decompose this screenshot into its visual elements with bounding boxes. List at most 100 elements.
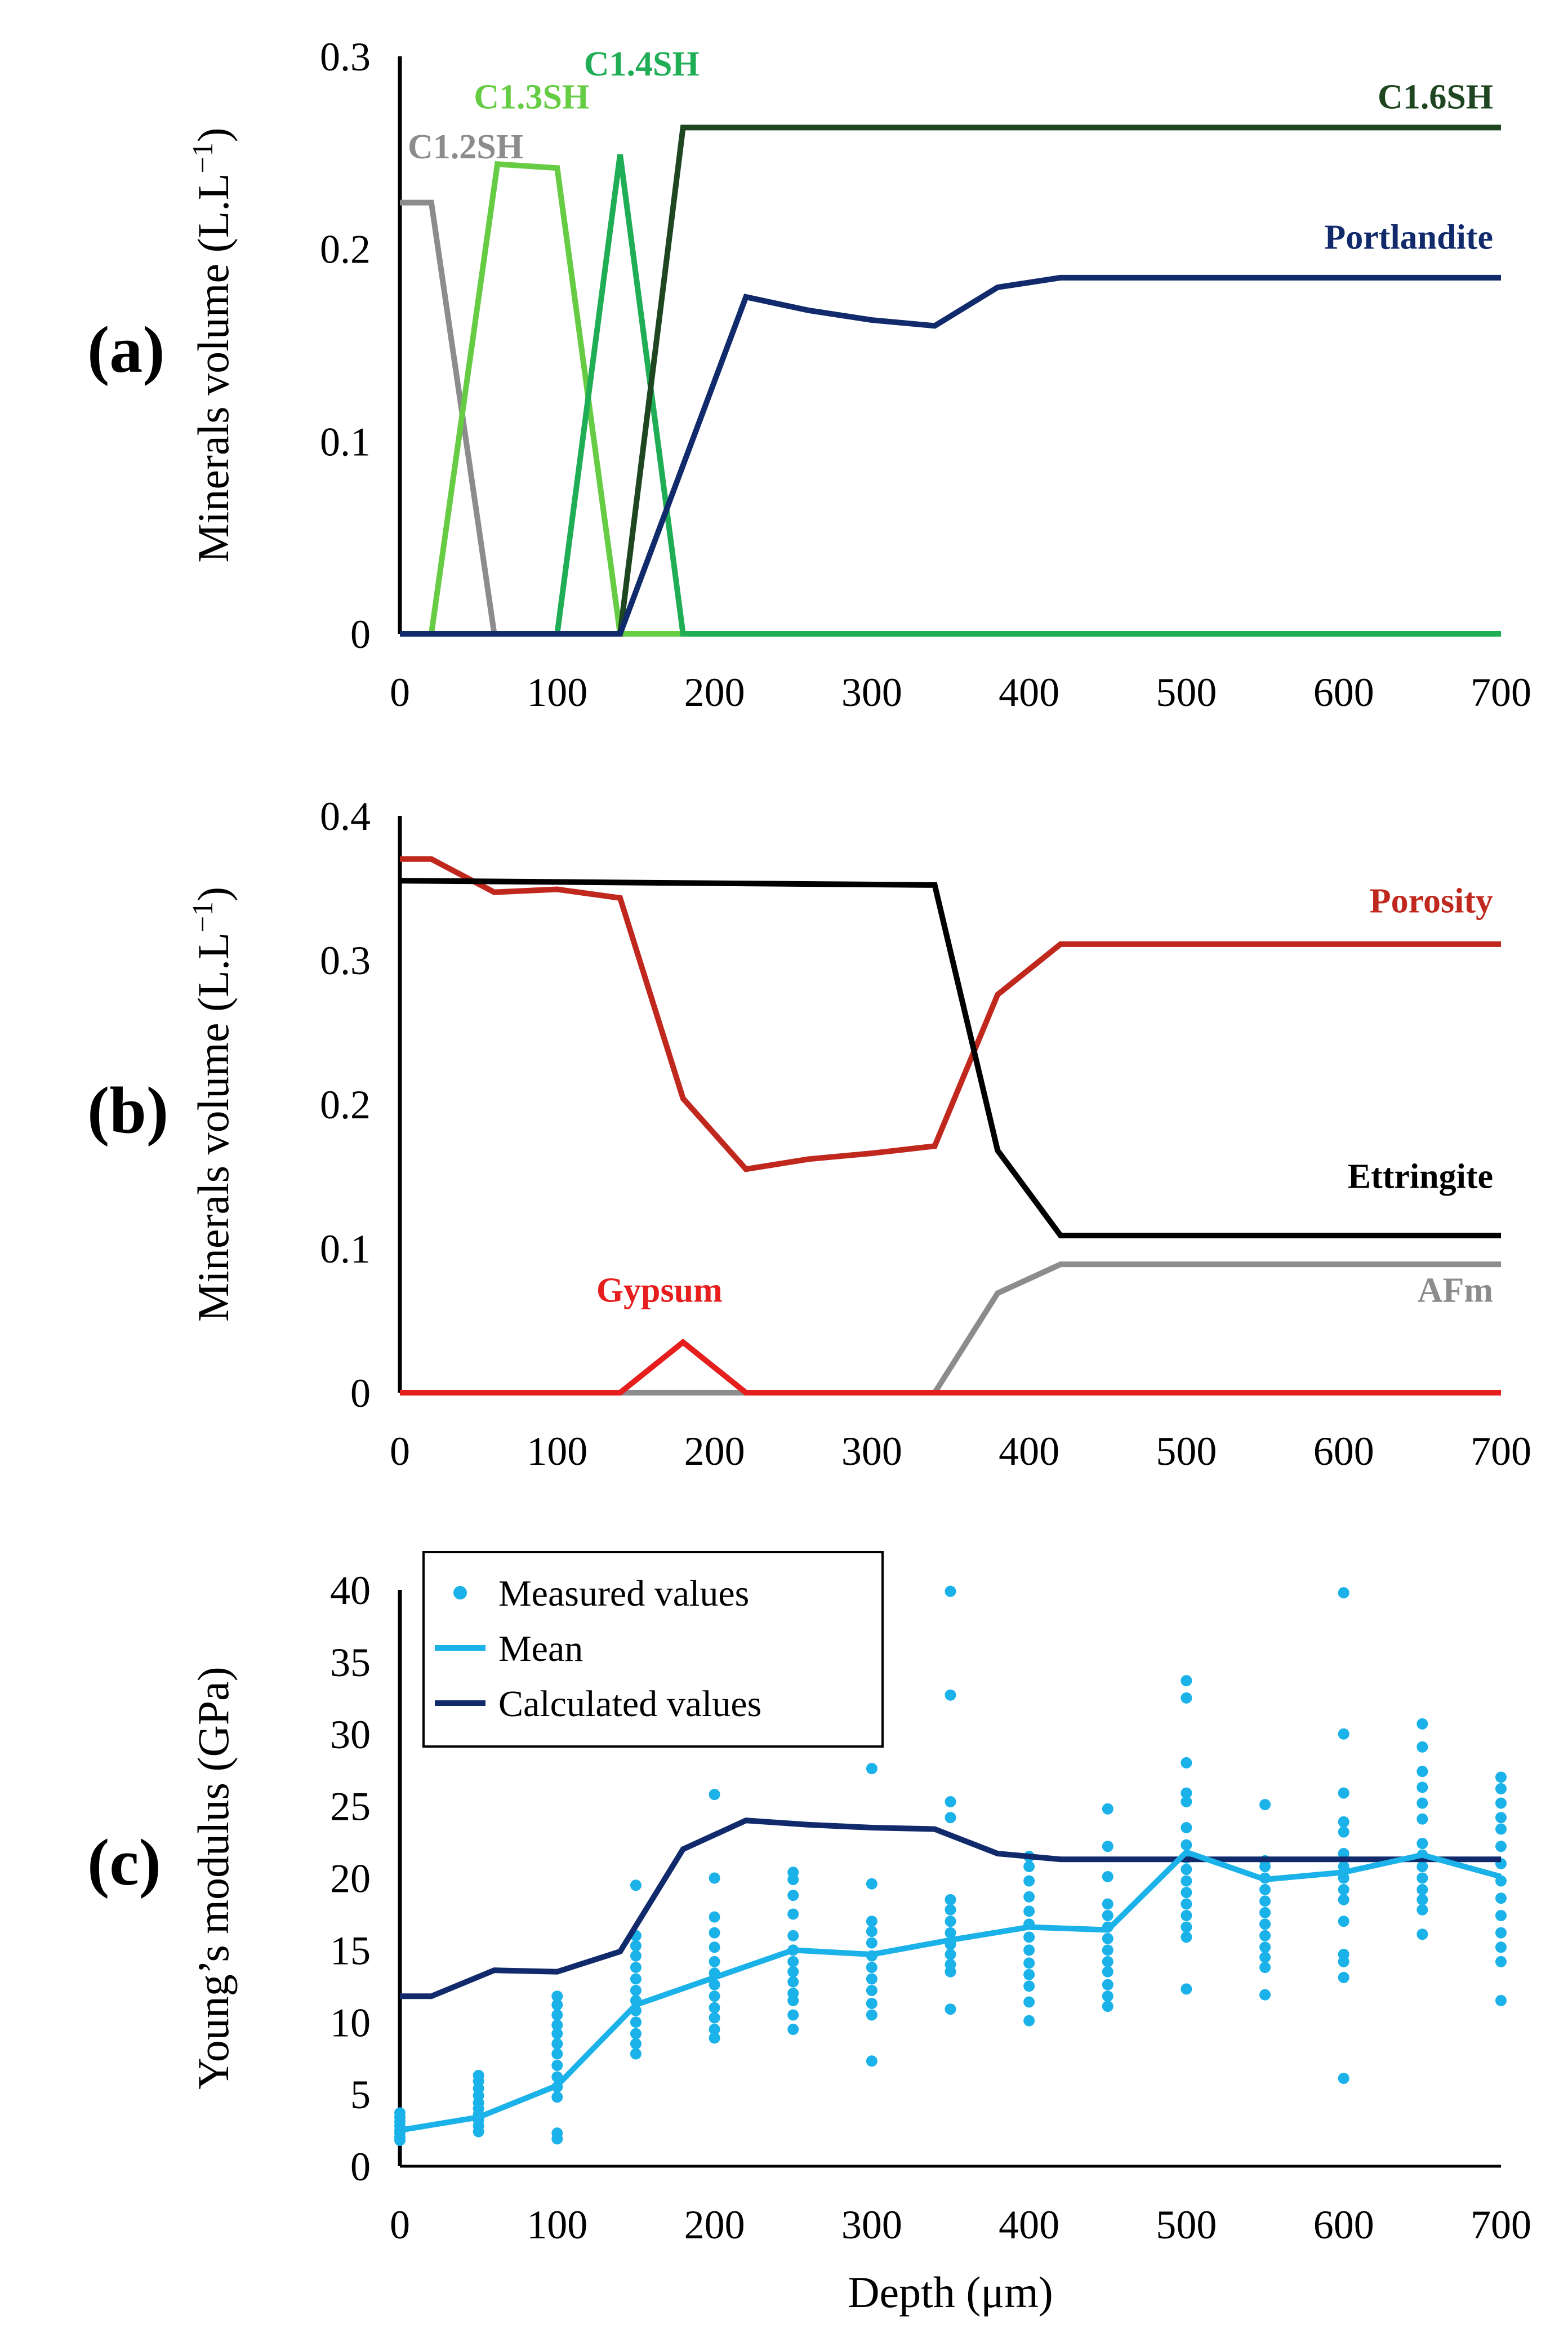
chart2-xtick-label: 400 [999, 2202, 1059, 2247]
chart1-series-label-porosity: Porosity [1370, 882, 1493, 921]
chart2-measured-point [1181, 1898, 1192, 1910]
chart2-measured-point [1416, 1883, 1428, 1895]
chart2-measured-point [945, 1894, 956, 1905]
chart2-measured-point [709, 2002, 720, 2014]
chart2-measured-point [1259, 1883, 1271, 1895]
chart2-measured-point [709, 1990, 720, 2002]
chart1-ytick-label: 0.3 [320, 938, 371, 983]
chart2-measured-point [1338, 1587, 1349, 1599]
chart2-ytick-label: 35 [330, 1640, 371, 1685]
chart2-measured-point [1023, 2015, 1035, 2027]
chart0-series-label-portlandite: Portlandite [1324, 219, 1493, 257]
chart2-measured-point [787, 1956, 799, 1967]
chart2-measured-point [1023, 1980, 1035, 1992]
chart2-measured-point [630, 2048, 642, 2060]
chart2-measured-point [1259, 1930, 1271, 1941]
chart2-measured-point [1338, 1848, 1349, 1860]
chart1-series-line-porosity [400, 856, 1501, 1172]
chart2-measured-point [1181, 1821, 1192, 1833]
chart2-measured-point [1181, 1796, 1192, 1807]
chart2-measured-point [866, 2055, 877, 2067]
chart1-xtick-label: 200 [684, 1429, 745, 1474]
chart1-y-axis-label: Minerals volume (L.L−1) [187, 887, 238, 1322]
chart2-measured-point [630, 1984, 642, 1996]
chart2-measured-point [1338, 1949, 1349, 1961]
chart2-measured-point [787, 2009, 799, 2021]
chart2-measured-point [945, 1949, 956, 1961]
chart0-series-label-c1-6sh: C1.6SH [1378, 78, 1493, 116]
chart1-ytick-label: 0 [350, 1371, 371, 1416]
chart2-measured-point [1416, 1781, 1428, 1793]
chart2-measured-point [1259, 1918, 1271, 1930]
panel-a: 0 0.1 0.2 0.3 0 100 200 300 400 500 600 700 Minerals… [87, 34, 1531, 715]
chart0-xtick-label: 300 [841, 670, 902, 715]
chart2-ytick-label: 15 [330, 1928, 371, 1973]
chart2-measured-point [1416, 1872, 1428, 1884]
chart2-measured-point [1023, 1996, 1035, 2008]
chart0-xtick-label: 0 [390, 670, 410, 715]
chart1-y-axis-label-close: ) [189, 887, 238, 901]
chart2-measured-point [1495, 1927, 1507, 1939]
chart2-measured-point [1102, 1944, 1113, 1956]
chart2-measured-point [1416, 1813, 1428, 1825]
chart2-measured-point [1259, 1952, 1271, 1963]
chart1-y-axis-label-sup: −1 [187, 901, 219, 932]
chart2-measured-point [1023, 1875, 1035, 1887]
chart2-measured-point [1102, 2001, 1113, 2012]
chart2-measured-point [945, 1585, 956, 1597]
chart2-measured-point [1338, 1728, 1349, 1740]
chart2-measured-point [1338, 1883, 1349, 1895]
chart2-measured-point [709, 2024, 720, 2036]
chart2-measured-point [866, 1984, 877, 1996]
chart0-series-line-portlandite [400, 274, 1501, 637]
chart2-measured-point [630, 1973, 642, 1985]
chart2-measured-point [709, 1911, 720, 1923]
chart2-measured-point [866, 1878, 877, 1890]
chart2-xtick-label: 600 [1313, 2202, 1374, 2247]
chart2-measured-point [1181, 1909, 1192, 1921]
chart2-measured-point [787, 1976, 799, 1988]
chart2-measured-point [1102, 1932, 1113, 1944]
chart2-measured-point [945, 1916, 956, 1927]
chart2-measured-point [1338, 1826, 1349, 1838]
chart2-measured-point [1259, 1941, 1271, 1953]
chart2-ytick-label: 10 [330, 2000, 371, 2045]
chart2-measured-point [945, 1904, 956, 1916]
chart2-measured-point [1023, 1968, 1035, 1980]
chart2-measured-point [1416, 1928, 1428, 1940]
chart2-xtick-label: 0 [390, 2202, 410, 2247]
chart1-xtick-label: 0 [390, 1429, 410, 1474]
chart2-measured-point [1495, 1797, 1507, 1809]
chart2-measured-point [1102, 1841, 1113, 1852]
chart2-measured-point [787, 1966, 799, 1978]
chart2-measured-point [1102, 1870, 1113, 1882]
chart2-measured-point [1338, 1787, 1349, 1799]
chart2-xtick-label: 500 [1156, 2202, 1217, 2247]
chart2-measured-point [1495, 1823, 1507, 1835]
chart1-xtick-label: 300 [841, 1429, 902, 1474]
chart2-measured-point [630, 1950, 642, 1962]
chart1-xtick-label: 400 [999, 1429, 1059, 1474]
chart2-measured-point [1259, 1989, 1271, 2001]
chart2-measured-point [1416, 1838, 1428, 1850]
chart2-measured-point [1416, 1861, 1428, 1873]
chart2-measured-point [945, 1796, 956, 1807]
chart1-series-line-afm [400, 1261, 1501, 1396]
chart2-measured-point [630, 1962, 642, 1974]
chart2-measured-point [1023, 1957, 1035, 1969]
chart2-measured-point [1181, 1875, 1192, 1887]
chart2-measured-point [630, 2016, 642, 2028]
chart0-ytick-label: 0.1 [320, 419, 371, 464]
chart2-measured-point [787, 2024, 799, 2036]
chart2-measured-point [473, 2069, 484, 2081]
chart2-measured-point [1023, 1861, 1035, 1873]
chart2-measured-point [1416, 1797, 1428, 1809]
chart2-measured-point [709, 2012, 720, 2024]
chart1-xtick-label: 600 [1313, 1429, 1374, 1474]
chart2-measured-point [551, 2059, 563, 2071]
chart1-panel-label: (b) [87, 1073, 168, 1147]
chart2-measured-point [1181, 1757, 1192, 1768]
chart2-measured-point [945, 2003, 956, 2015]
chart0-xtick-label: 400 [999, 670, 1059, 715]
